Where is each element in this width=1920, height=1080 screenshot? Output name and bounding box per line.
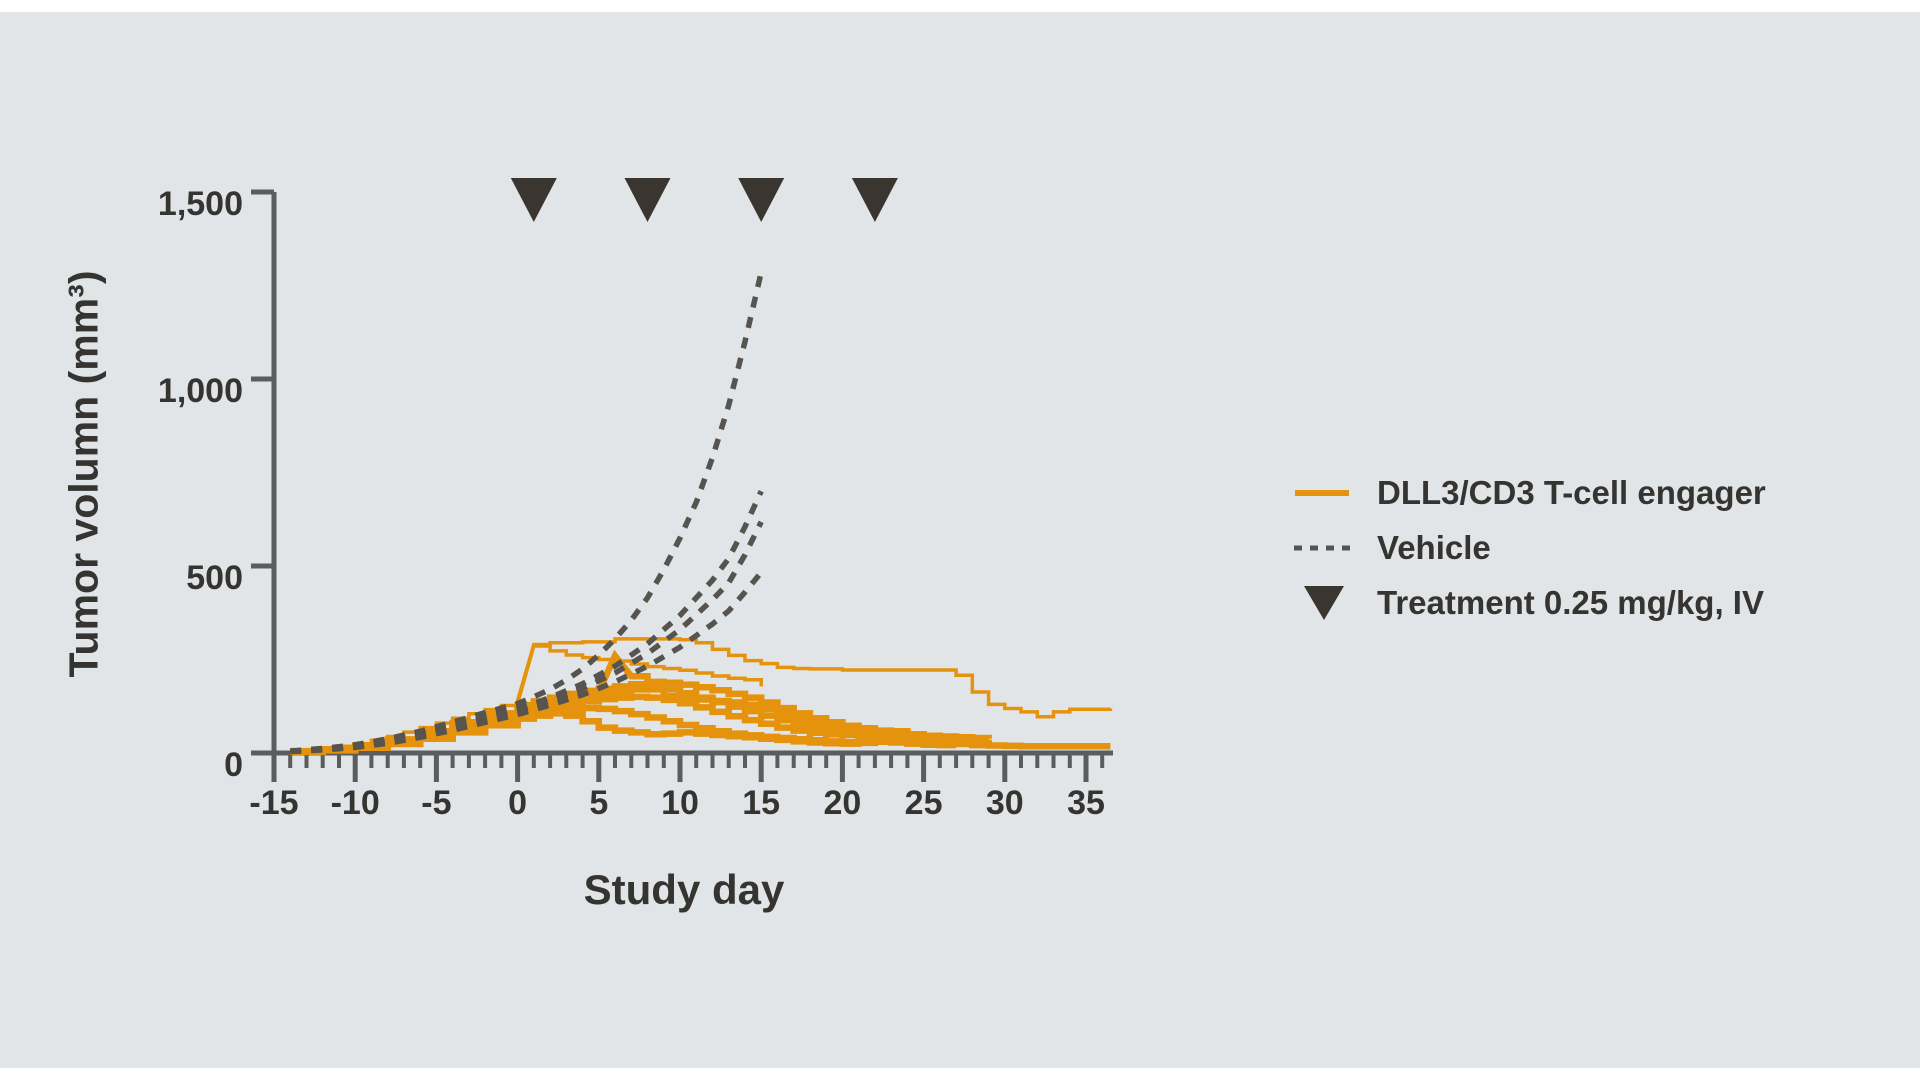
legend-label-vehicle: Vehicle	[1377, 528, 1491, 566]
y-tick-label: 1,500	[157, 185, 243, 223]
legend: DLL3/CD3 T-cell engager Vehicle Treatmen…	[1293, 471, 1766, 624]
top-margin	[0, 0, 1920, 12]
treatment-marker-icon	[851, 178, 898, 222]
bottom-margin	[0, 1068, 1920, 1080]
y-tick-label: 1,000	[157, 372, 243, 410]
triangle-down-icon	[1293, 584, 1355, 622]
chart-region: Tumor volumn (mm³) Study day -15 -10 -5 0 5 1…	[0, 12, 1920, 1068]
x-tick-label: 15	[742, 784, 781, 822]
x-tick-label: -5	[421, 784, 452, 822]
legend-item-vehicle: Vehicle	[1293, 526, 1766, 569]
x-tick-label: 25	[904, 784, 943, 822]
legend-label-treatment: Treatment 0.25 mg/kg, IV	[1377, 583, 1764, 621]
legend-item-treatment: Treatment 0.25 mg/kg, IV	[1293, 581, 1766, 624]
treatment-marker-icon	[738, 178, 785, 222]
y-tick-label: 500	[186, 559, 243, 597]
vehicle-mouse-4-line	[290, 570, 764, 755]
vehicle-mouse-1-line	[289, 271, 764, 754]
x-axis-title: Study day	[583, 866, 785, 913]
treatment-marker-icon	[624, 178, 671, 222]
x-tick-label: -15	[249, 784, 299, 822]
axes-layer	[251, 189, 1113, 782]
tumor-volume-chart	[251, 178, 1113, 782]
x-tick-label: 30	[985, 784, 1024, 822]
legend-label-treated: DLL3/CD3 T-cell engager	[1377, 473, 1766, 511]
x-tick-label: 0	[508, 784, 528, 822]
orange-line-icon	[1293, 488, 1355, 498]
dashed-line-icon	[1293, 543, 1355, 553]
treatment-marker-layer	[510, 178, 898, 222]
x-tick-label: 5	[589, 784, 609, 822]
x-tick-label: 10	[661, 784, 699, 822]
x-tick-label: 20	[823, 784, 862, 822]
y-tick-label: 0	[224, 746, 243, 784]
x-tick-label: -10	[330, 784, 380, 822]
x-tick-label: 35	[1067, 784, 1105, 822]
treatment-marker-icon	[510, 178, 557, 222]
y-axis-title: Tumor volumn (mm³)	[60, 270, 107, 678]
legend-item-treated: DLL3/CD3 T-cell engager	[1293, 471, 1766, 514]
series-layer	[289, 271, 1113, 756]
treated-mouse-8-line	[290, 710, 960, 756]
